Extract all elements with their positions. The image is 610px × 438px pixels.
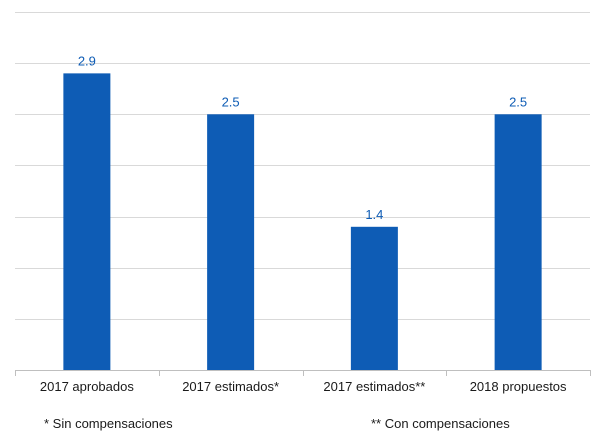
bar-1: [207, 114, 255, 371]
x-axis-ticks: [15, 370, 591, 376]
data-label-1: 2.5: [222, 94, 240, 109]
gridlines: [15, 12, 590, 320]
bar-0: [63, 73, 111, 370]
data-label-2: 1.4: [365, 207, 383, 222]
bar-3: [494, 114, 542, 371]
category-labels: 2017 aprobados 2017 estimados* 2017 estima…: [40, 379, 567, 394]
bars: [63, 73, 542, 371]
data-label-3: 2.5: [509, 94, 527, 109]
footnote-con-compensaciones: ** Con compensaciones: [371, 416, 510, 431]
category-label-1: 2017 estimados*: [182, 379, 279, 394]
category-label-0: 2017 aprobados: [40, 379, 134, 394]
data-label-0: 2.9: [78, 53, 96, 68]
footnote-sin-compensaciones: * Sin compensaciones: [44, 416, 173, 431]
bar-2: [350, 226, 398, 370]
bar-chart: 2.9 2.5 1.4 2.5 2017 aprobados 2017 estimado…: [15, 12, 591, 394]
category-label-2: 2017 estimados**: [323, 379, 425, 394]
data-labels: 2.9 2.5 1.4 2.5: [78, 53, 527, 221]
category-label-3: 2018 propuestos: [470, 379, 567, 394]
